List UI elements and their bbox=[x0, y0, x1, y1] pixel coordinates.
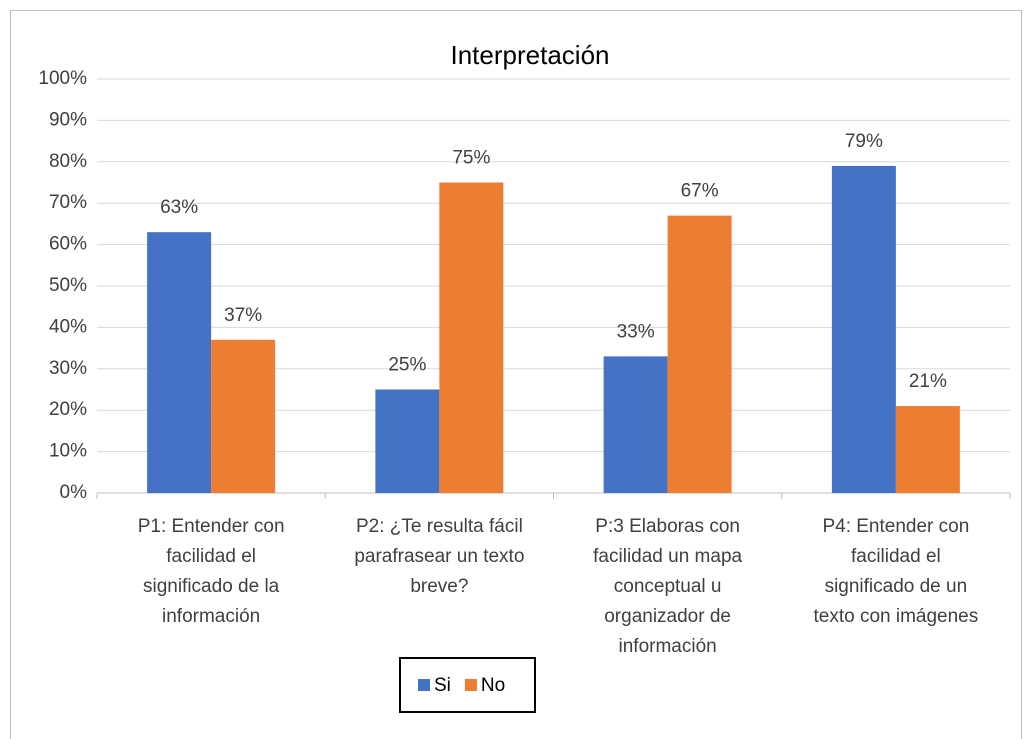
y-tick-label: 90% bbox=[49, 109, 87, 130]
x-tick-label-line: breve? bbox=[410, 576, 468, 597]
bar bbox=[375, 389, 440, 493]
x-tick-label-line: facilidad el bbox=[851, 546, 941, 567]
x-tick-label-line: texto con imágenes bbox=[813, 606, 978, 627]
bar bbox=[147, 232, 212, 493]
y-tick-label: 60% bbox=[49, 234, 87, 255]
x-tick-label: P4: Entender con facilidad el significado … bbox=[813, 516, 978, 627]
x-tick-label-line: significado de un bbox=[825, 576, 968, 597]
bar bbox=[831, 165, 896, 493]
x-tick-label-line: parafrasear un texto bbox=[354, 546, 524, 567]
data-label: 67% bbox=[681, 181, 719, 202]
data-label: 21% bbox=[909, 371, 947, 392]
legend-swatch bbox=[418, 679, 430, 691]
y-tick-label: 40% bbox=[49, 316, 87, 337]
x-tick-label-line: P4: Entender con bbox=[822, 516, 969, 537]
data-label: 79% bbox=[845, 131, 883, 152]
data-label: 25% bbox=[388, 355, 426, 376]
x-tick-label-line: P2: ¿Te resulta fácil bbox=[356, 516, 523, 537]
y-tick-label: 50% bbox=[49, 275, 87, 296]
y-tick-label: 20% bbox=[49, 399, 87, 420]
x-tick-label-line: organizador de bbox=[604, 606, 731, 627]
legend-swatch bbox=[464, 679, 477, 691]
data-label: 33% bbox=[617, 321, 655, 342]
y-tick-label: 30% bbox=[49, 358, 87, 379]
x-tick-label: P2: ¿Te resulta fácil parafrasear un text… bbox=[354, 516, 524, 597]
legend-label: No bbox=[481, 675, 505, 696]
x-tick-label-line: facilidad un mapa bbox=[593, 546, 742, 567]
x-tick-label: P:3 Elaboras con facilidad un mapa concept… bbox=[593, 516, 742, 657]
x-tick-label: P1: Entender con facilidad el significado … bbox=[138, 516, 285, 627]
x-tick-label-line: conceptual u bbox=[614, 576, 722, 597]
y-tick-label: 100% bbox=[38, 68, 87, 89]
data-label: 75% bbox=[452, 148, 490, 169]
legend-label: Si bbox=[434, 675, 451, 696]
x-tick-label-line: P1: Entender con bbox=[138, 516, 285, 537]
y-tick-label: 10% bbox=[49, 441, 87, 462]
y-tick-label: 0% bbox=[60, 482, 88, 503]
bar bbox=[439, 182, 504, 493]
bar bbox=[895, 406, 960, 493]
bar bbox=[211, 339, 276, 493]
bar bbox=[603, 356, 668, 493]
y-tick-label: 70% bbox=[49, 192, 87, 213]
x-tick-label-line: información bbox=[162, 606, 260, 627]
chart-title: Interpretación bbox=[451, 40, 610, 70]
y-tick-label: 80% bbox=[49, 151, 87, 172]
data-label: 37% bbox=[224, 305, 262, 326]
x-tick-label-line: P:3 Elaboras con bbox=[595, 516, 740, 537]
data-label: 63% bbox=[160, 197, 198, 218]
x-tick-label-line: información bbox=[619, 636, 717, 657]
x-tick-label-line: significado de la bbox=[143, 576, 280, 597]
bar bbox=[667, 215, 732, 493]
x-tick-label-line: facilidad el bbox=[166, 546, 256, 567]
